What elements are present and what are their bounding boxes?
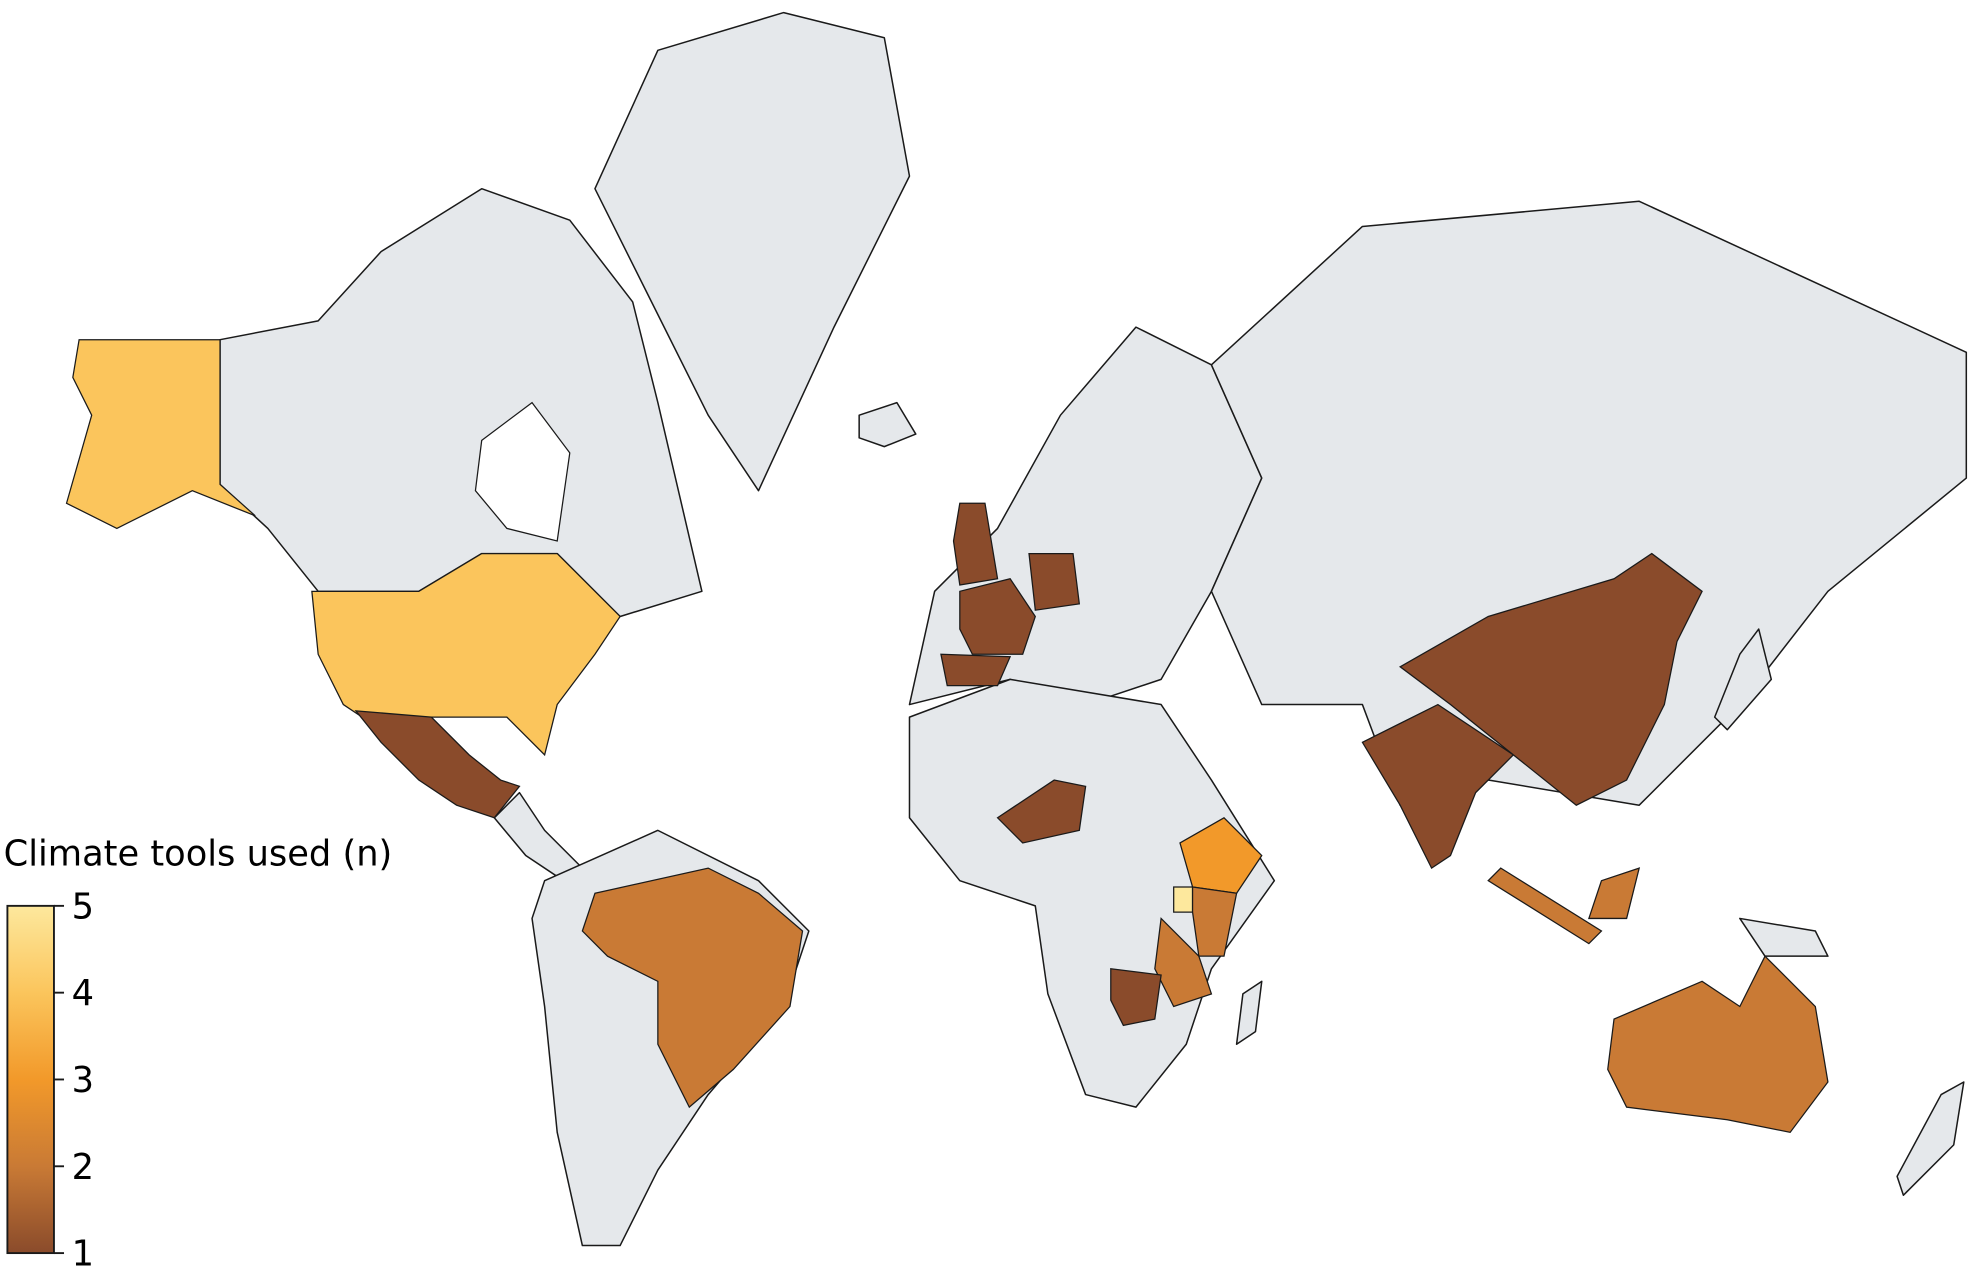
region	[1487, 867, 1603, 945]
region	[581, 867, 804, 1109]
region	[1028, 552, 1081, 611]
region	[354, 710, 521, 819]
region	[1399, 552, 1703, 806]
canada	[219, 187, 703, 618]
new-zealand	[1896, 1081, 1965, 1196]
region	[1587, 867, 1641, 920]
greenland	[594, 11, 911, 492]
legend-tick-label: 4	[72, 973, 94, 1014]
region	[1173, 886, 1194, 913]
data-regions	[65, 339, 1829, 1134]
region	[959, 578, 1036, 655]
region	[311, 552, 621, 757]
asia	[1210, 200, 1968, 806]
central-america	[493, 791, 584, 882]
legend-title: Climate tools used (n)	[4, 834, 393, 875]
legend-tick-label: 1	[72, 1234, 94, 1275]
papua	[1739, 917, 1829, 957]
hudson-bay	[474, 401, 571, 542]
legend-tick-label: 5	[72, 886, 94, 927]
iceland	[858, 401, 917, 448]
region	[1154, 917, 1213, 1008]
region	[1110, 968, 1162, 1027]
legend-tick-label: 2	[72, 1147, 94, 1188]
region	[65, 339, 256, 530]
region	[1607, 955, 1829, 1134]
color-bar	[6, 904, 55, 1255]
region	[1179, 816, 1263, 894]
japan	[1713, 628, 1773, 731]
region	[1361, 703, 1515, 870]
madagascar	[1235, 980, 1263, 1046]
region	[996, 779, 1087, 844]
region	[940, 653, 1012, 687]
legend: Climate tools used (n) 1 2 3 4 5	[4, 834, 393, 1275]
region	[1191, 886, 1238, 957]
legend-tick-label: 3	[72, 1060, 94, 1101]
region	[952, 502, 999, 586]
